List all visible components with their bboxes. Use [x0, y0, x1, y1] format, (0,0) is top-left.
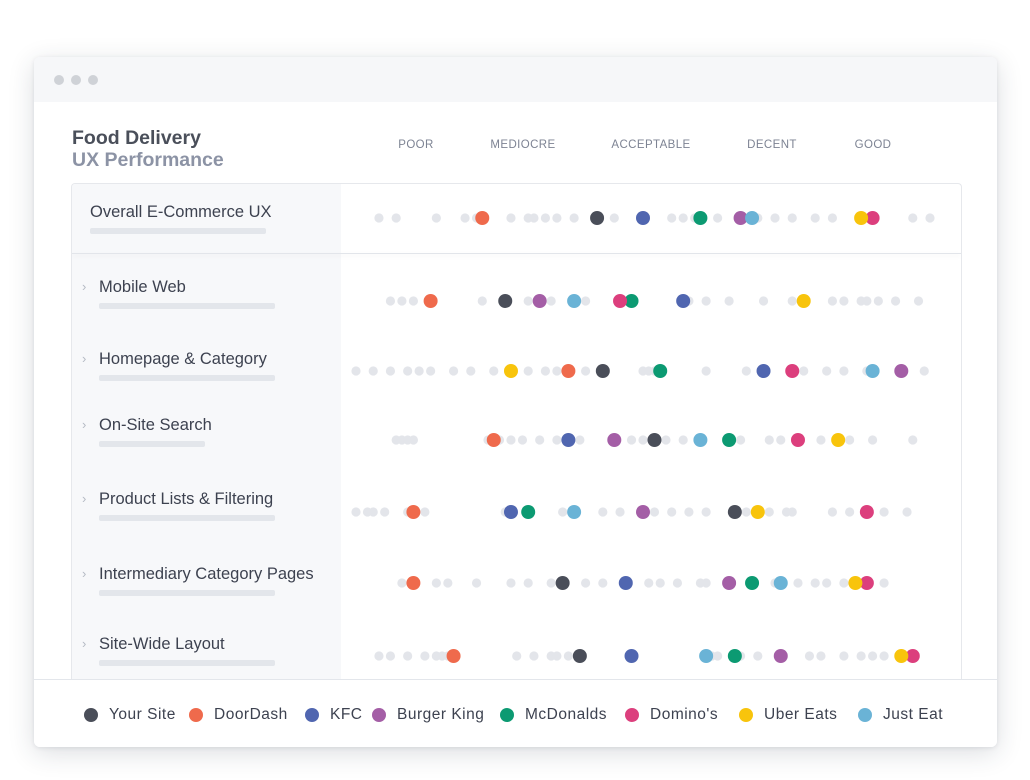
- chart-legend: Your Site DoorDash KFC Burger King McDonalds…: [34, 679, 997, 747]
- chevron-right-icon[interactable]: ›: [82, 417, 87, 432]
- category-placeholder-bar: [90, 228, 266, 234]
- legend-item-burger-king[interactable]: Burger King: [372, 705, 484, 725]
- legend-item-domino-s[interactable]: Domino's: [625, 705, 718, 725]
- category-label-overall-e-commerce-ux: Overall E-Commerce UX: [90, 203, 272, 221]
- legend-label: Your Site: [109, 706, 176, 723]
- window-dot-icon: [88, 75, 98, 85]
- window-titlebar: [34, 57, 997, 102]
- category-placeholder-bar: [99, 515, 275, 521]
- window-dot-icon: [71, 75, 81, 85]
- category-label-product-lists-filtering[interactable]: Product Lists & Filtering: [99, 490, 274, 508]
- chevron-right-icon[interactable]: ›: [82, 491, 87, 506]
- legend-item-doordash[interactable]: DoorDash: [189, 705, 288, 725]
- category-placeholder-bar: [99, 303, 275, 309]
- category-label-site-wide-layout[interactable]: Site-Wide Layout: [99, 635, 225, 653]
- legend-dot-icon: [84, 708, 98, 722]
- legend-dot-icon: [305, 708, 319, 722]
- scale-label-acceptable: ACCEPTABLE: [611, 139, 691, 151]
- category-label-homepage-category[interactable]: Homepage & Category: [99, 350, 267, 368]
- scale-label-good: GOOD: [854, 139, 892, 151]
- legend-dot-icon: [500, 708, 514, 722]
- legend-label: Uber Eats: [764, 706, 838, 723]
- legend-dot-icon: [739, 708, 753, 722]
- legend-dot-icon: [189, 708, 203, 722]
- category-placeholder-bar: [99, 660, 275, 666]
- category-label-intermediary-category-pages[interactable]: Intermediary Category Pages: [99, 565, 314, 583]
- legend-label: KFC: [330, 706, 363, 723]
- category-sidebar: [72, 184, 341, 694]
- legend-item-uber-eats[interactable]: Uber Eats: [739, 705, 837, 725]
- legend-label: Just Eat: [883, 706, 943, 723]
- legend-dot-icon: [858, 708, 872, 722]
- legend-item-kfc[interactable]: KFC: [305, 705, 363, 725]
- browser-window: Food Delivery UX Performance POOR MEDIOCR…: [34, 57, 997, 747]
- legend-dot-icon: [372, 708, 386, 722]
- category-placeholder-bar: [99, 375, 275, 381]
- chart-title: Food Delivery: [72, 127, 201, 149]
- legend-label: McDonalds: [525, 706, 608, 723]
- category-label-mobile-web[interactable]: Mobile Web: [99, 278, 186, 296]
- chart-subtitle: UX Performance: [72, 149, 224, 171]
- scale-label-mediocre: MEDIOCRE: [490, 139, 556, 151]
- category-placeholder-bar: [99, 590, 275, 596]
- chevron-right-icon[interactable]: ›: [82, 351, 87, 366]
- category-label-on-site-search[interactable]: On-Site Search: [99, 416, 212, 434]
- legend-item-your-site[interactable]: Your Site: [84, 705, 176, 725]
- scale-label-decent: DECENT: [747, 139, 797, 151]
- legend-label: Domino's: [650, 706, 719, 723]
- chevron-right-icon[interactable]: ›: [82, 566, 87, 581]
- chevron-right-icon[interactable]: ›: [82, 279, 87, 294]
- window-dot-icon: [54, 75, 64, 85]
- legend-dot-icon: [625, 708, 639, 722]
- legend-item-just-eat[interactable]: Just Eat: [858, 705, 943, 725]
- chevron-right-icon[interactable]: ›: [82, 636, 87, 651]
- legend-item-mcdonalds[interactable]: McDonalds: [500, 705, 607, 725]
- scale-label-poor: POOR: [398, 139, 434, 151]
- legend-label: DoorDash: [214, 706, 288, 723]
- overall-row-header: [72, 184, 341, 253]
- row-divider: [72, 253, 961, 254]
- legend-label: Burger King: [397, 706, 485, 723]
- category-placeholder-bar: [99, 441, 205, 447]
- chart-panel: Overall E-Commerce UX › Mobile Web › Homepag…: [71, 183, 962, 694]
